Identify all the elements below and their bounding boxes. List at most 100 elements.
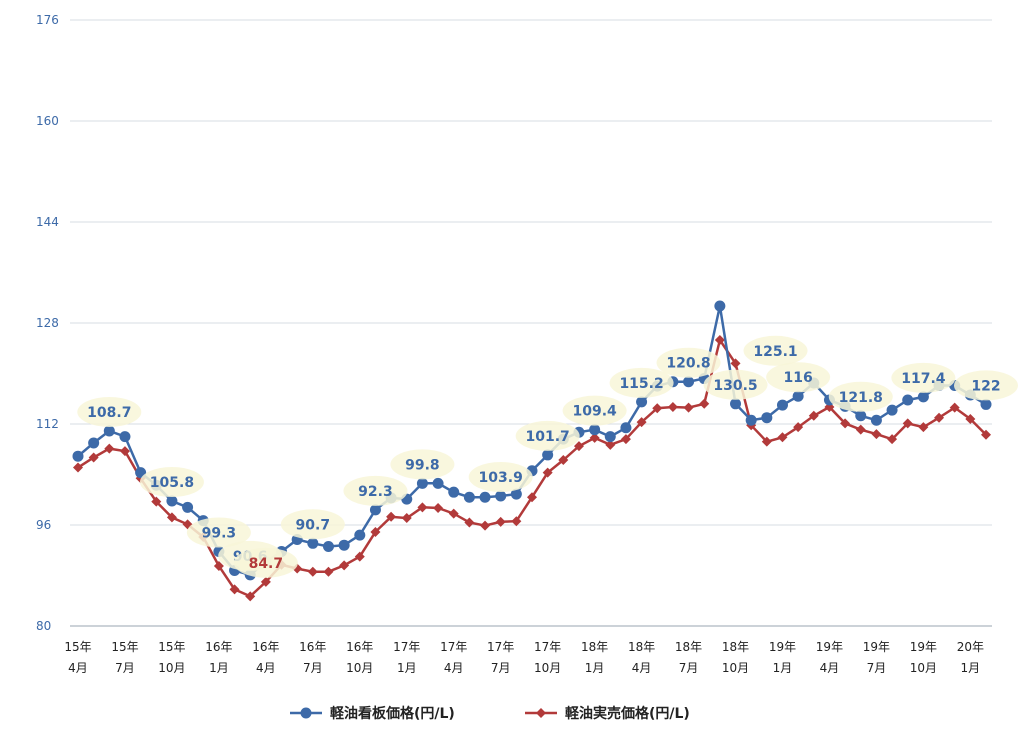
data-label-text: 116 bbox=[784, 370, 813, 386]
data-point bbox=[714, 300, 726, 312]
data-label-bg bbox=[743, 335, 808, 366]
x-tick-label: 1月 bbox=[773, 661, 793, 675]
data-label: 101.7 bbox=[515, 420, 580, 451]
data-point bbox=[589, 424, 601, 436]
x-tick-label: 10月 bbox=[534, 661, 561, 675]
data-point bbox=[229, 584, 240, 595]
data-point bbox=[699, 398, 710, 409]
data-label-bg bbox=[468, 461, 533, 492]
data-label-bg bbox=[280, 509, 345, 540]
data-label-text: 121.8 bbox=[839, 390, 883, 406]
y-tick-label: 160 bbox=[36, 114, 59, 128]
data-point bbox=[479, 491, 491, 503]
data-point bbox=[730, 398, 742, 410]
data-label: 117.4 bbox=[891, 362, 956, 393]
data-point bbox=[542, 467, 553, 478]
x-tick-label: 17年 bbox=[534, 640, 561, 654]
data-point bbox=[307, 537, 319, 549]
data-label-bg bbox=[343, 475, 408, 506]
data-label-bg bbox=[609, 367, 674, 398]
data-point bbox=[965, 413, 976, 424]
x-tick-label: 15年 bbox=[64, 640, 91, 654]
x-tick-label: 7月 bbox=[115, 661, 135, 675]
x-tick-label: 19年 bbox=[816, 640, 843, 654]
x-tick-label: 17年 bbox=[393, 640, 420, 654]
data-label-text: 92.3 bbox=[358, 484, 393, 500]
data-point bbox=[558, 454, 569, 465]
y-tick-label: 176 bbox=[36, 13, 59, 27]
y-tick-label: 96 bbox=[36, 518, 51, 532]
data-label-bg bbox=[703, 369, 768, 400]
x-tick-label: 20年 bbox=[957, 640, 984, 654]
x-tick-label: 16年 bbox=[299, 640, 326, 654]
x-tick-label: 15年 bbox=[111, 640, 138, 654]
legend-marker bbox=[300, 707, 312, 719]
data-point bbox=[902, 418, 913, 429]
data-point bbox=[401, 513, 412, 524]
legend-item-1: 軽油実売価格(円/L) bbox=[525, 705, 690, 722]
x-tick-label: 1月 bbox=[585, 661, 605, 675]
data-label: 109.4 bbox=[562, 395, 627, 426]
data-point bbox=[322, 540, 334, 552]
x-tick-label: 19年 bbox=[910, 640, 937, 654]
data-label: 90.7 bbox=[280, 509, 345, 540]
data-label: 103.9 bbox=[468, 461, 533, 492]
data-point bbox=[104, 443, 115, 454]
data-label: 130.5 bbox=[703, 369, 768, 400]
data-label-text: 105.8 bbox=[150, 475, 194, 491]
data-point bbox=[855, 410, 867, 422]
data-point bbox=[307, 566, 318, 577]
data-label-text: 130.5 bbox=[713, 378, 757, 394]
x-tick-label: 10月 bbox=[346, 661, 373, 675]
data-label-bg bbox=[233, 547, 298, 578]
x-tick-label: 7月 bbox=[867, 661, 887, 675]
data-point bbox=[605, 439, 616, 450]
x-tick-label: 16年 bbox=[252, 640, 279, 654]
data-point bbox=[887, 434, 898, 445]
data-label-text: 122 bbox=[971, 378, 1000, 394]
data-point bbox=[793, 422, 804, 433]
data-point bbox=[72, 450, 84, 462]
data-point bbox=[495, 490, 507, 502]
data-point bbox=[495, 516, 506, 527]
x-tick-label: 4月 bbox=[632, 661, 652, 675]
data-point bbox=[636, 417, 647, 428]
data-point bbox=[260, 576, 271, 587]
data-point bbox=[761, 436, 772, 447]
x-tick-label: 18年 bbox=[722, 640, 749, 654]
data-point bbox=[103, 425, 115, 437]
x-tick-label: 4月 bbox=[68, 661, 88, 675]
data-point bbox=[730, 358, 741, 369]
y-tick-label: 128 bbox=[36, 316, 59, 330]
data-point bbox=[949, 402, 960, 413]
data-label-text: 103.9 bbox=[479, 470, 523, 486]
data-label-text: 84.7 bbox=[249, 556, 284, 572]
x-tick-label: 7月 bbox=[303, 661, 323, 675]
data-labels: 108.7105.899.390.684.790.792.399.8103.91… bbox=[77, 335, 1018, 578]
x-tick-label: 10月 bbox=[910, 661, 937, 675]
data-label-text: 125.1 bbox=[753, 344, 797, 360]
data-point bbox=[808, 410, 819, 421]
data-label: 115.2 bbox=[609, 367, 674, 398]
data-point bbox=[745, 414, 757, 426]
data-label: 121.8 bbox=[828, 381, 893, 412]
data-point bbox=[542, 449, 554, 461]
data-point bbox=[432, 477, 444, 489]
data-point bbox=[870, 414, 882, 426]
x-tick-label: 17年 bbox=[487, 640, 514, 654]
data-point bbox=[980, 398, 992, 410]
data-point bbox=[776, 399, 788, 411]
x-tick-label: 4月 bbox=[820, 661, 840, 675]
x-tick-label: 4月 bbox=[256, 661, 276, 675]
x-tick-label: 17年 bbox=[440, 640, 467, 654]
data-label: 120.8 bbox=[656, 347, 721, 378]
data-point bbox=[840, 418, 851, 429]
data-point bbox=[182, 501, 194, 513]
legend-marker bbox=[536, 708, 546, 718]
data-point bbox=[886, 404, 898, 416]
data-label-text: 108.7 bbox=[87, 405, 131, 421]
x-axis-ticks: 15年 4月 15年 7月 15年 10月 16年 1月 16年 4月 16年 7月 16年 10月 17年… bbox=[64, 640, 984, 675]
data-point bbox=[902, 394, 914, 406]
